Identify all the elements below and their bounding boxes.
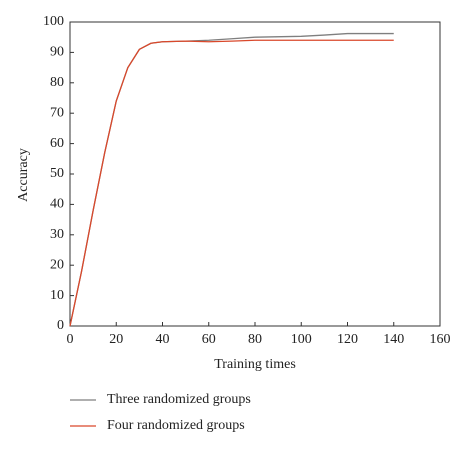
x-tick-label: 160 <box>430 332 451 347</box>
x-tick-label: 60 <box>202 332 216 347</box>
x-tick-label: 140 <box>383 332 404 347</box>
y-tick-label: 50 <box>50 166 64 181</box>
x-tick-label: 100 <box>291 332 312 347</box>
plot-frame <box>69 21 441 327</box>
y-tick-label: 40 <box>50 197 64 212</box>
y-tick-label: 80 <box>50 75 64 90</box>
y-tick-label: 30 <box>50 227 64 242</box>
legend-label: Four randomized groups <box>107 418 245 433</box>
x-tick-label: 120 <box>337 332 358 347</box>
y-tick-label: 90 <box>50 45 64 60</box>
x-tick-label: 80 <box>248 332 262 347</box>
y-tick-label: 100 <box>43 14 64 29</box>
x-axis-label: Training times <box>214 357 296 372</box>
y-tick-label: 20 <box>50 257 64 272</box>
legend-label: Three randomized groups <box>107 392 251 407</box>
y-tick-label: 70 <box>50 105 64 120</box>
series-line <box>69 39 394 327</box>
y-axis-label: Accuracy <box>16 148 31 202</box>
y-tick-label: 10 <box>50 288 64 303</box>
x-tick-label: 20 <box>109 332 123 347</box>
series-line <box>69 32 394 327</box>
x-tick-label: 40 <box>156 332 170 347</box>
x-tick-label: 0 <box>67 332 74 347</box>
y-tick-label: 60 <box>50 136 64 151</box>
y-tick-label: 0 <box>57 318 64 333</box>
